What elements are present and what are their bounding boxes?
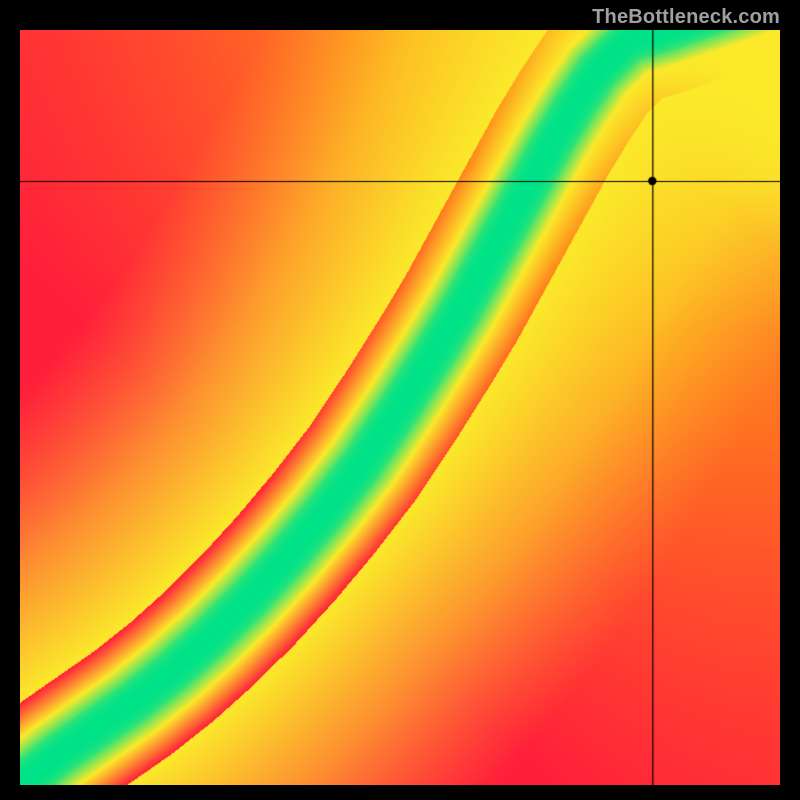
heatmap-plot: [20, 30, 780, 785]
chart-container: TheBottleneck.com: [0, 0, 800, 800]
heatmap-canvas: [20, 30, 780, 785]
watermark-text: TheBottleneck.com: [592, 6, 780, 29]
